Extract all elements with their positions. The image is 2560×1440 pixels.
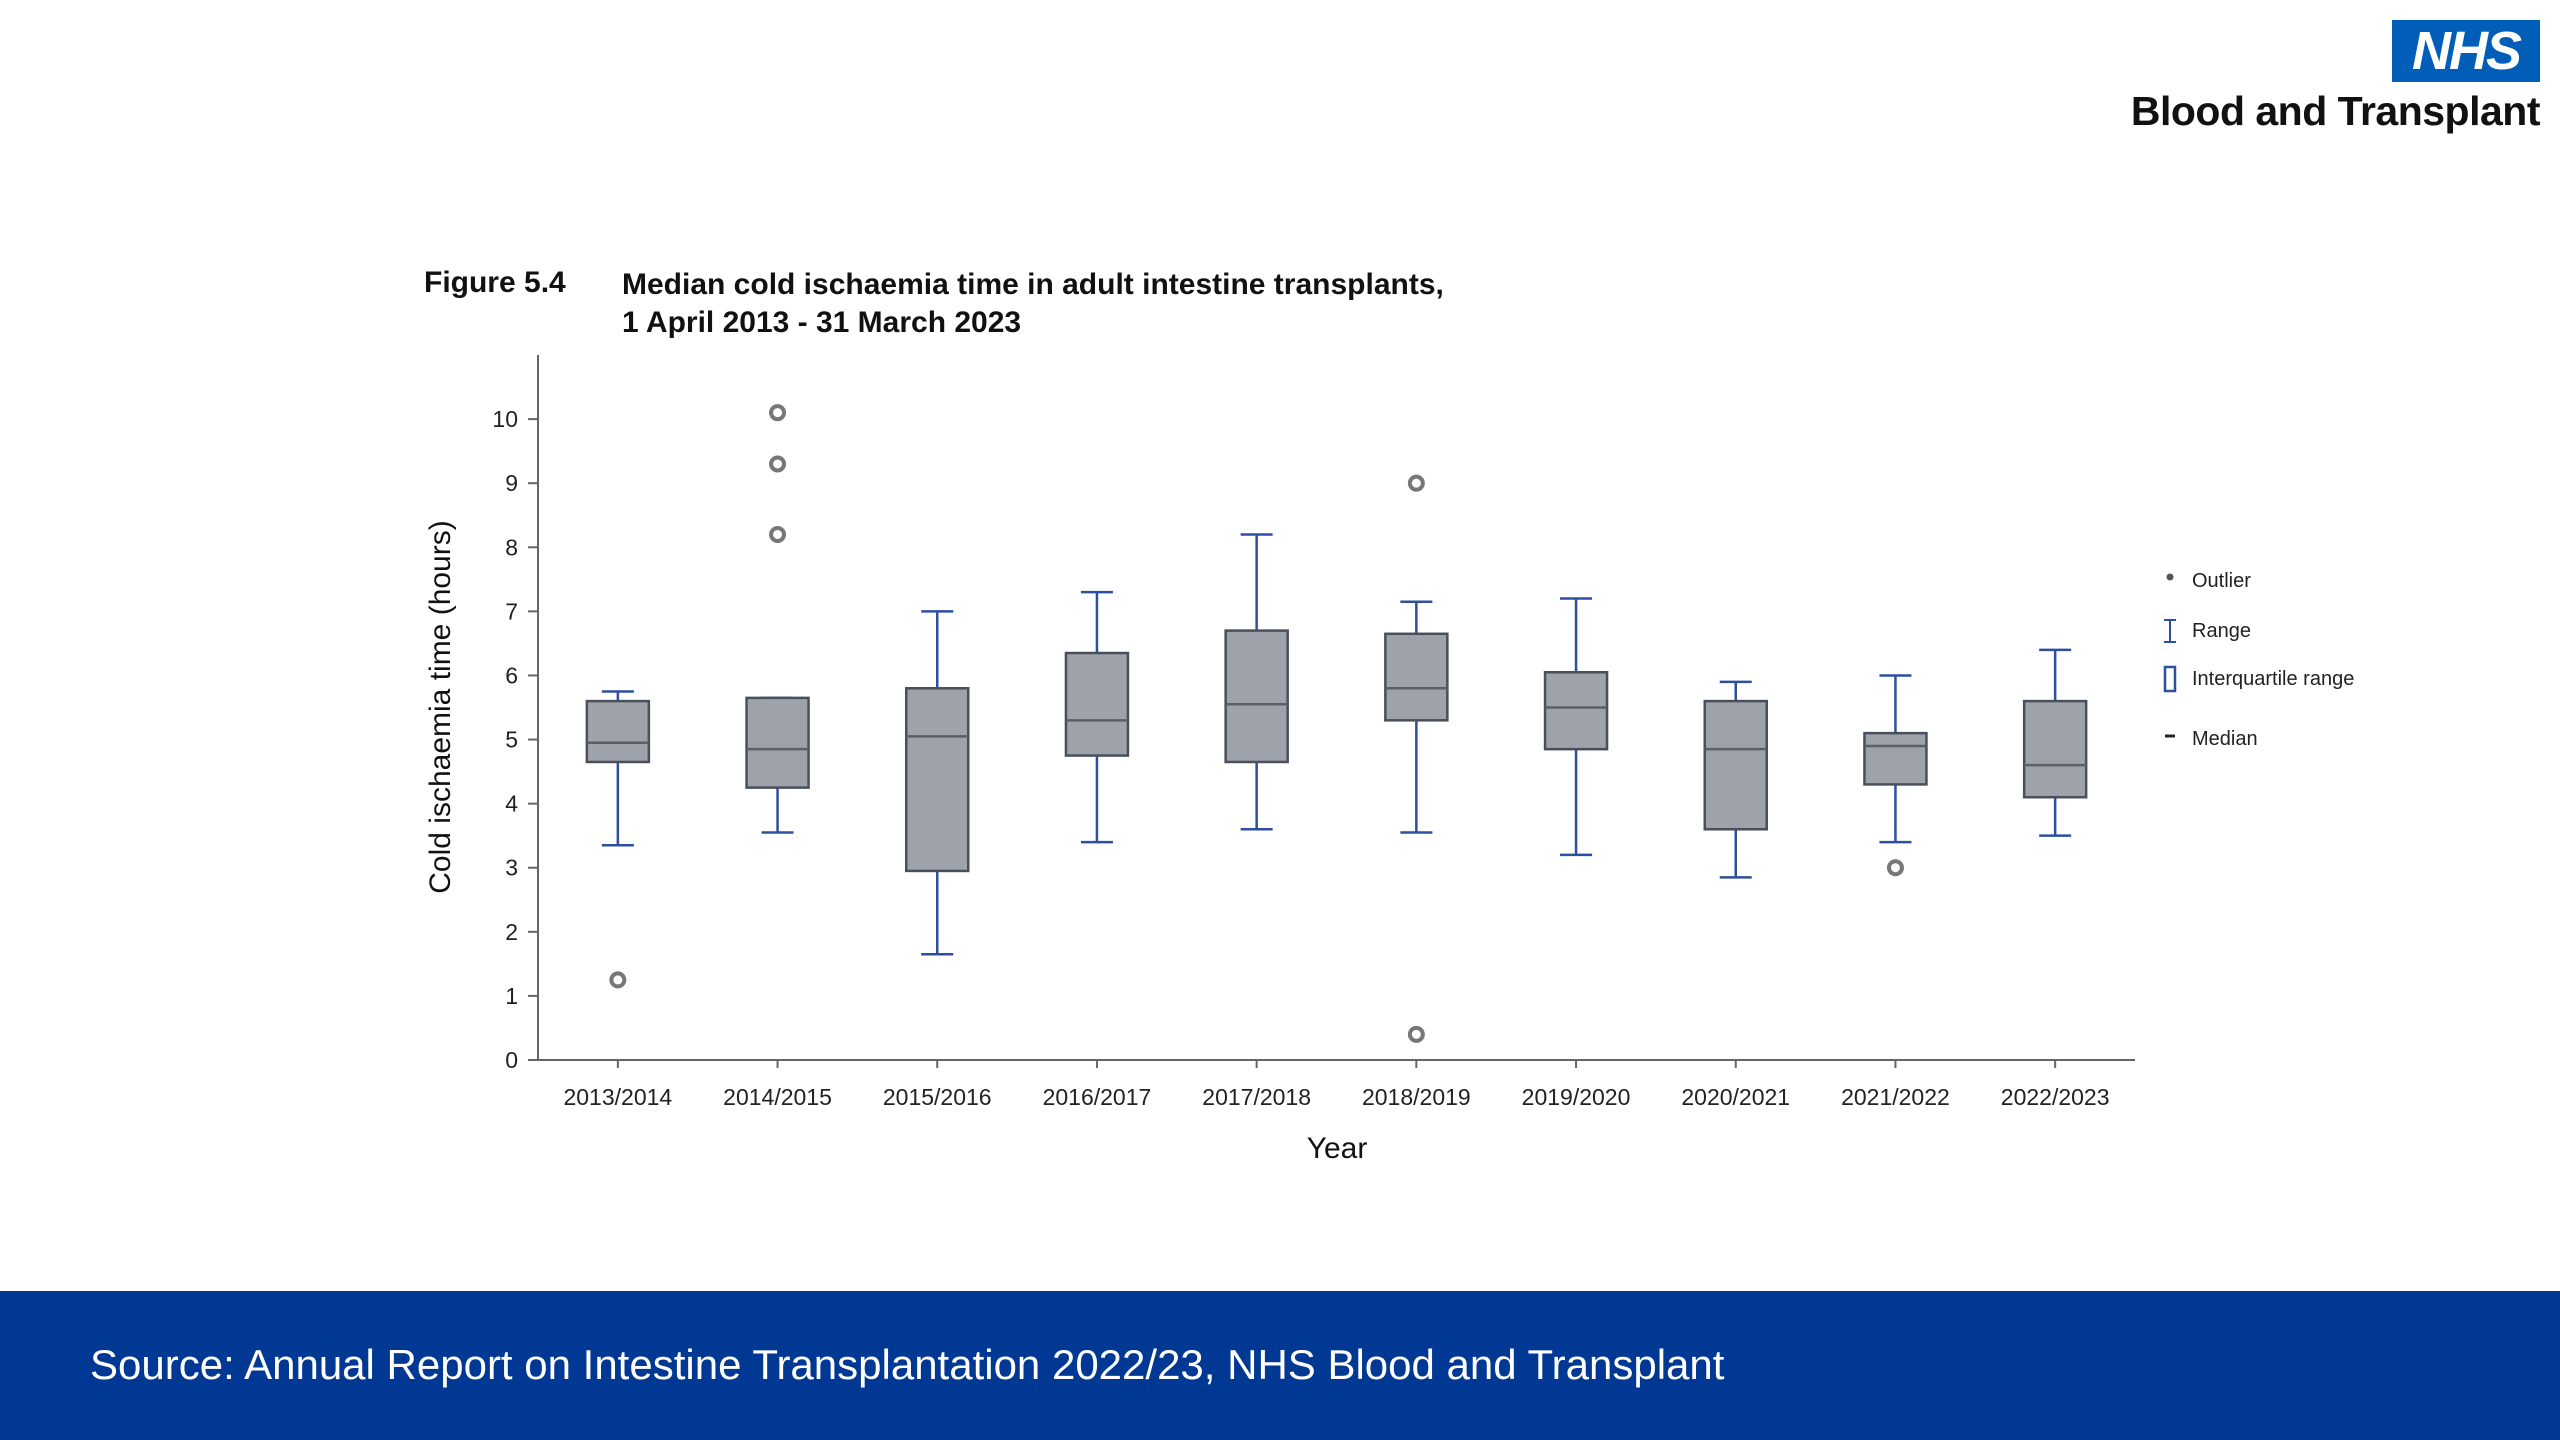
box-2016-2017 xyxy=(1064,590,1130,844)
figure-number: Figure 5.4 xyxy=(424,266,566,299)
outlier-point xyxy=(769,455,787,473)
legend: Outlier Range Interquartile range Median xyxy=(2163,570,2354,750)
legend-iqr-label: Interquartile range xyxy=(2192,668,2354,690)
legend-median-label: Median xyxy=(2192,728,2258,750)
x-tick-label: 2021/2022 xyxy=(1841,1084,1950,1110)
x-tick-label: 2018/2019 xyxy=(1362,1084,1471,1110)
y-axis-title: Cold ischaemia time (hours) xyxy=(424,520,457,893)
box-2021-2022 xyxy=(1863,674,1928,877)
legend-outlier-marker xyxy=(2166,573,2174,581)
y-tick-label: 5 xyxy=(505,727,518,753)
iqr-box xyxy=(1863,731,1928,786)
nhsbt-logo: NHS Blood and Transplant xyxy=(2120,20,2541,140)
iqr-box xyxy=(1064,651,1130,757)
y-tick-label: 3 xyxy=(505,855,518,881)
box-2020-2021 xyxy=(1703,680,1768,879)
footer-bar: Source: Annual Report on Intestine Trans… xyxy=(0,1291,2560,1440)
iqr-box xyxy=(745,696,810,789)
box-2017-2018 xyxy=(1224,533,1289,831)
iqr-box xyxy=(1224,629,1289,764)
iqr-box xyxy=(1703,699,1768,831)
box-2013-2014 xyxy=(585,690,651,989)
outlier-point xyxy=(609,971,627,989)
y-tick-label: 4 xyxy=(505,791,518,817)
x-axis-title: Year xyxy=(1307,1132,1368,1165)
iqr-box xyxy=(1543,671,1609,751)
x-ticks: 2013/2014 2014/2015 2015/2016 2016/2017 2017… xyxy=(563,1060,2110,1110)
logo-text: Blood and Transplant xyxy=(2130,88,2541,134)
legend-iqr-marker xyxy=(2163,665,2177,693)
figure-title-line2: 1 April 2013 - 31 March 2023 xyxy=(622,306,1022,339)
source-text: Source: Annual Report on Intestine Trans… xyxy=(90,1341,1725,1388)
nhs-logo-mark: NHS xyxy=(2392,20,2540,82)
y-tick-label: 1 xyxy=(505,983,518,1009)
box-2019-2020 xyxy=(1543,597,1609,857)
figure-title: Median cold ischaemia time in adult inte… xyxy=(622,266,1622,342)
x-tick-label: 2017/2018 xyxy=(1202,1084,1311,1110)
y-tick-label: 6 xyxy=(505,662,518,688)
iqr-box xyxy=(905,687,970,873)
y-tick-label: 9 xyxy=(505,470,518,496)
iqr-box xyxy=(1384,632,1449,722)
iqr-box xyxy=(2022,699,2088,799)
legend-outlier-label: Outlier xyxy=(2192,570,2251,592)
figure-title-line1: Median cold ischaemia time in adult inte… xyxy=(622,268,1444,301)
x-tick-label: 2014/2015 xyxy=(723,1084,832,1110)
outlier-point xyxy=(1886,859,1904,877)
outlier-point xyxy=(769,404,787,422)
box-2014-2015 xyxy=(745,404,810,834)
x-tick-label: 2020/2021 xyxy=(1681,1084,1790,1110)
x-tick-label: 2022/2023 xyxy=(2001,1084,2110,1110)
iqr-box xyxy=(585,699,651,764)
y-tick-label: 7 xyxy=(505,598,518,624)
outlier-point xyxy=(1407,1025,1425,1043)
legend-range-label: Range xyxy=(2192,620,2251,642)
box-2018-2019 xyxy=(1384,474,1449,1043)
x-tick-label: 2016/2017 xyxy=(1043,1084,1152,1110)
boxplot-chart: 0 1 2 3 4 5 6 7 8 9 10 2013/2014 2014/2015 2015/2016… xyxy=(424,355,2354,1165)
x-tick-label: 2019/2020 xyxy=(1522,1084,1631,1110)
y-tick-label: 2 xyxy=(505,919,518,945)
boxes xyxy=(585,404,2088,1043)
y-ticks: 0 1 2 3 4 5 6 7 8 9 10 xyxy=(492,406,538,1073)
box-2022-2023 xyxy=(2022,648,2088,837)
outlier-point xyxy=(769,525,787,543)
box-2015-2016 xyxy=(905,610,970,956)
x-tick-label: 2013/2014 xyxy=(563,1084,672,1110)
y-tick-label: 10 xyxy=(492,406,518,432)
x-tick-label: 2015/2016 xyxy=(883,1084,992,1110)
outlier-point xyxy=(1407,474,1425,492)
y-tick-label: 0 xyxy=(505,1047,518,1073)
y-tick-label: 8 xyxy=(505,534,518,560)
